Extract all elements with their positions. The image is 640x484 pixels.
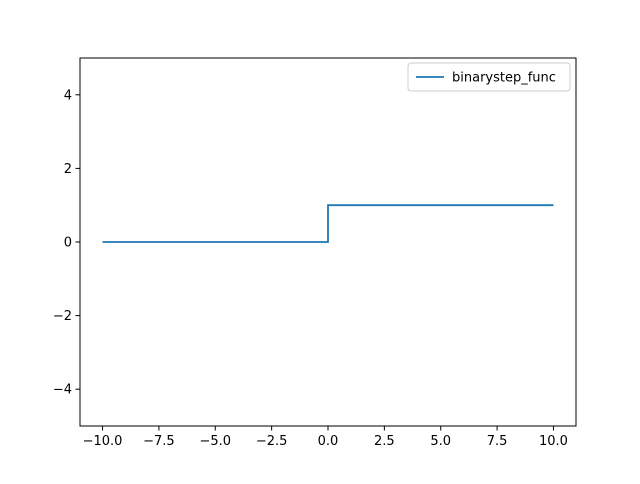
plot-frame: [79, 57, 577, 427]
x-tick-label: −2.5: [256, 434, 288, 449]
x-tick-label: −7.5: [143, 434, 175, 449]
y-tick-label: 4: [64, 88, 72, 103]
x-axis-ticks: −10.0 −7.5 −5.0 −2.5 0.0 2.5 5.0 7.5 10.0: [83, 426, 568, 449]
series-line-0: [102, 204, 554, 243]
y-tick-label: −2: [53, 309, 72, 324]
y-tick-label: 2: [64, 162, 72, 177]
x-tick-label: 2.5: [374, 434, 395, 449]
x-tick-label: 10.0: [539, 434, 568, 449]
series-layer: [102, 204, 554, 243]
x-tick-label: −10.0: [83, 434, 123, 449]
legend-box: [407, 62, 571, 92]
x-tick-label: 7.5: [487, 434, 508, 449]
y-axis-ticks: −4 −2 0 2 4: [53, 88, 80, 398]
x-tick-label: 5.0: [430, 434, 451, 449]
y-tick-label: 0: [64, 236, 72, 251]
legend: binarystep_func: [407, 62, 571, 92]
x-tick-label: −5.0: [199, 434, 231, 449]
legend-label-binarystep-func: binarystep_func: [452, 71, 556, 86]
y-tick-label: −4: [53, 383, 72, 398]
x-tick-label: 0.0: [318, 434, 339, 449]
